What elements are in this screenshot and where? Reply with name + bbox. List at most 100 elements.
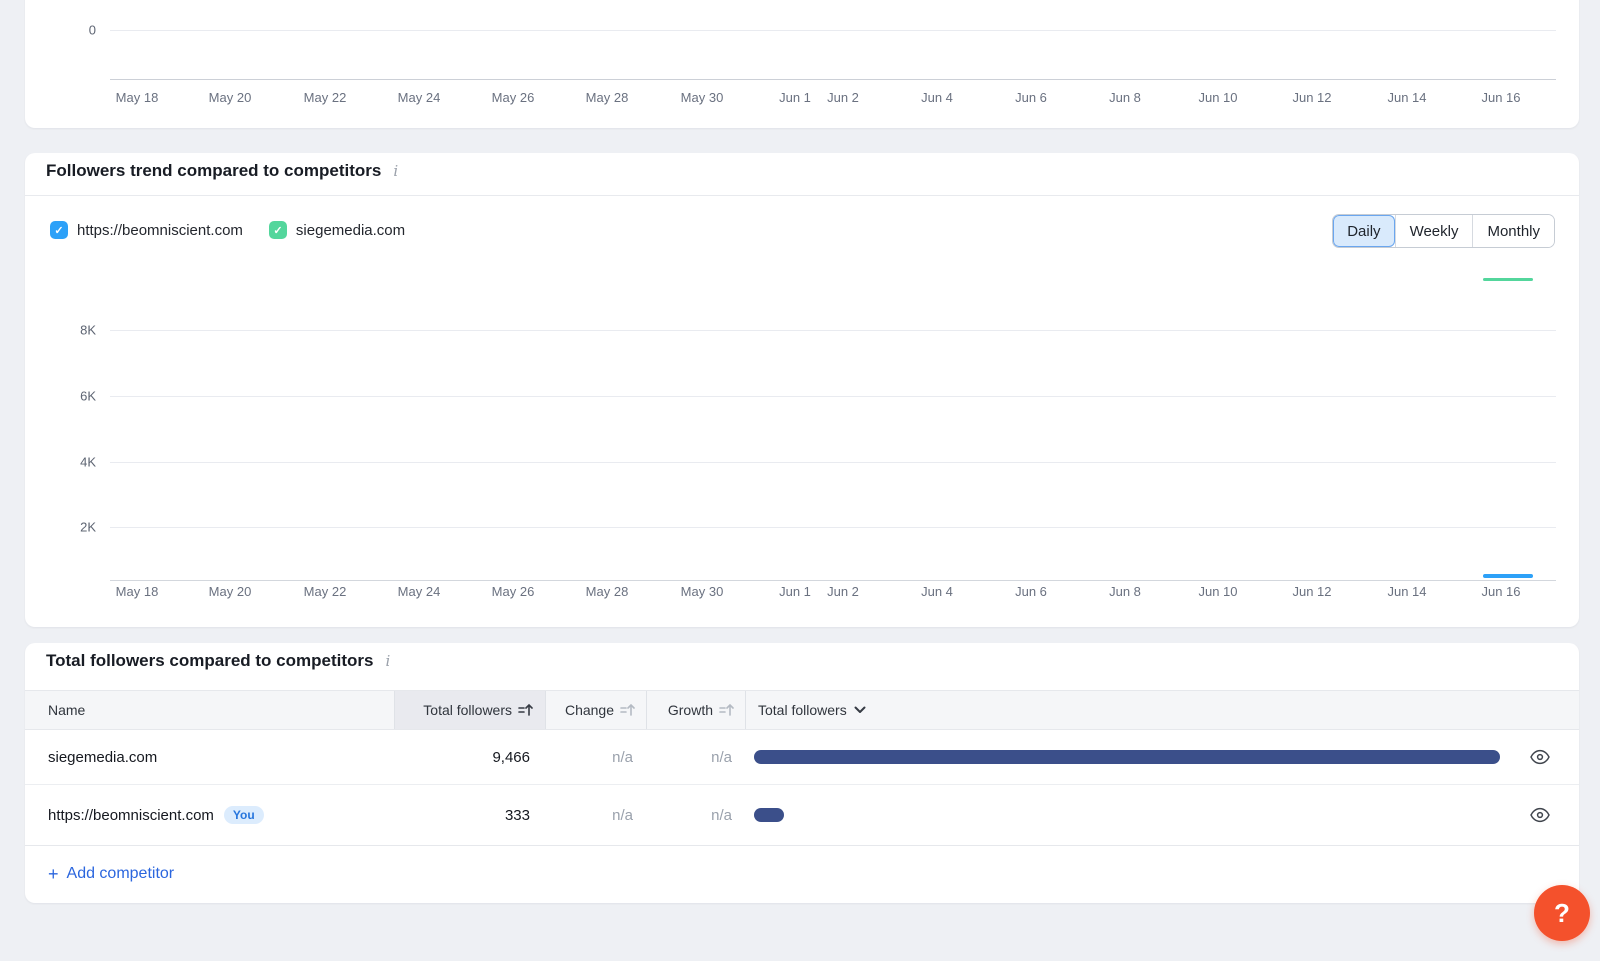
x-tick-label: Jun 12 — [1292, 90, 1332, 105]
period-toggle: Daily Weekly Monthly — [1332, 214, 1555, 248]
checkbox-beomniscient[interactable]: ✓ — [50, 221, 68, 239]
competitor-name: https://beomniscient.com — [48, 806, 214, 824]
info-icon[interactable]: i — [385, 651, 391, 670]
x-tick-label: Jun 2 — [827, 90, 859, 105]
cell-total-followers: 333 — [394, 785, 545, 845]
eye-icon[interactable] — [1528, 747, 1552, 767]
table-row-siegemedia: siegemedia.com 9,466 n/a n/a — [25, 730, 1579, 784]
toggle-monthly[interactable]: Monthly — [1472, 215, 1554, 247]
gridline — [110, 30, 1556, 31]
series-line-siegemedia — [1483, 278, 1533, 281]
x-tick-label: Jun 2 — [827, 584, 859, 599]
info-icon[interactable]: i — [393, 161, 399, 180]
x-tick-label: May 24 — [397, 584, 441, 599]
column-header-bar-metric-label: Total followers — [758, 702, 847, 718]
y-tick-label: 4K — [80, 454, 96, 470]
y-tick-label: 6K — [80, 388, 96, 404]
x-tick-label: Jun 16 — [1481, 584, 1521, 599]
x-tick-label: Jun 12 — [1292, 584, 1332, 599]
column-header-bar-metric[interactable]: Total followers — [745, 691, 1579, 729]
legend-label: siegemedia.com — [295, 221, 406, 239]
column-header-total-followers[interactable]: Total followers — [394, 691, 545, 729]
gridline — [110, 330, 1556, 331]
sort-icon — [620, 703, 635, 717]
column-header-total-followers-label: Total followers — [423, 702, 512, 718]
legend-item-siegemedia: ✓ siegemedia.com — [268, 221, 406, 239]
x-tick-label: Jun 4 — [921, 584, 953, 599]
help-button[interactable]: ? — [1534, 885, 1590, 941]
y-tick-label: 2K — [80, 519, 96, 535]
x-tick-label: May 20 — [208, 584, 252, 599]
column-header-name-label: Name — [48, 702, 86, 718]
cell-bar — [754, 785, 1500, 845]
gridline — [110, 396, 1556, 397]
cell-bar — [754, 730, 1500, 784]
toggle-daily[interactable]: Daily — [1333, 215, 1395, 247]
x-tick-label: May 24 — [397, 90, 441, 105]
column-header-growth[interactable]: Growth — [646, 691, 745, 729]
cell-name: siegemedia.com — [48, 730, 157, 784]
series-line-beomniscient — [1483, 574, 1533, 578]
total-followers-value: 9,466 — [492, 748, 530, 766]
question-mark-icon: ? — [1554, 897, 1570, 928]
cell-visibility — [1526, 730, 1554, 784]
column-header-name: Name — [25, 691, 394, 729]
change-value: n/a — [612, 748, 633, 766]
total-followers-title: Total followers compared to competitors … — [46, 651, 392, 671]
column-header-change[interactable]: Change — [545, 691, 646, 729]
x-tick-label: May 30 — [680, 90, 724, 105]
toggle-weekly[interactable]: Weekly — [1394, 215, 1473, 247]
total-followers-title-text: Total followers compared to competitors — [46, 651, 374, 670]
legend-item-beomniscient: ✓ https://beomniscient.com — [50, 221, 243, 239]
followers-trend-title: Followers trend compared to competitors … — [46, 161, 400, 181]
x-tick-label: Jun 10 — [1198, 90, 1238, 105]
y-axis-tick: 0 — [88, 22, 96, 38]
total-followers-card: Total followers compared to competitors … — [25, 643, 1579, 903]
x-tick-label: Jun 14 — [1387, 584, 1427, 599]
sort-active-icon — [518, 703, 533, 717]
x-tick-label: May 20 — [208, 90, 252, 105]
x-tick-label: Jun 6 — [1015, 90, 1047, 105]
x-tick-label: Jun 1 — [779, 90, 811, 105]
x-axis-line — [110, 79, 1556, 80]
check-icon: ✓ — [54, 224, 64, 237]
add-competitor-row: + Add competitor — [48, 845, 174, 903]
cell-growth: n/a — [646, 785, 745, 845]
followers-trend-card: Followers trend compared to competitors … — [25, 153, 1579, 627]
competitor-name: siegemedia.com — [48, 748, 158, 766]
cell-change: n/a — [545, 785, 646, 845]
x-tick-label: Jun 10 — [1198, 584, 1238, 599]
x-tick-label: Jun 6 — [1015, 584, 1047, 599]
add-competitor-button[interactable]: + Add competitor — [48, 865, 174, 883]
legend-label: https://beomniscient.com — [77, 221, 243, 239]
followers-bar — [754, 750, 1500, 764]
column-header-change-label: Change — [564, 702, 614, 718]
gridline — [110, 527, 1556, 528]
chart-legend: ✓ https://beomniscient.com ✓ siegemedia.… — [50, 221, 405, 239]
divider — [25, 845, 1579, 846]
check-icon: ✓ — [273, 224, 283, 237]
x-tick-label: Jun 8 — [1109, 584, 1141, 599]
eye-icon[interactable] — [1528, 805, 1552, 825]
divider — [25, 195, 1579, 196]
x-tick-label: May 26 — [491, 584, 535, 599]
cell-growth: n/a — [646, 730, 745, 784]
you-badge: You — [223, 806, 264, 824]
cell-total-followers: 9,466 — [394, 730, 545, 784]
x-tick-label: Jun 4 — [921, 90, 953, 105]
add-competitor-label: Add competitor — [66, 865, 175, 882]
sort-icon — [719, 703, 734, 717]
growth-value: n/a — [711, 806, 732, 824]
followers-bar — [754, 808, 784, 822]
gridline — [110, 462, 1556, 463]
cell-name: https://beomniscient.com You — [48, 785, 264, 845]
checkbox-siegemedia[interactable]: ✓ — [268, 221, 287, 239]
column-header-growth-label: Growth — [667, 702, 713, 718]
x-tick-label: Jun 8 — [1109, 90, 1141, 105]
table-row-beomniscient: https://beomniscient.com You 333 n/a n/a — [25, 784, 1579, 845]
x-axis-line — [110, 580, 1556, 581]
x-tick-label: May 22 — [303, 584, 347, 599]
x-tick-label: May 18 — [115, 90, 159, 105]
change-value: n/a — [612, 806, 633, 824]
